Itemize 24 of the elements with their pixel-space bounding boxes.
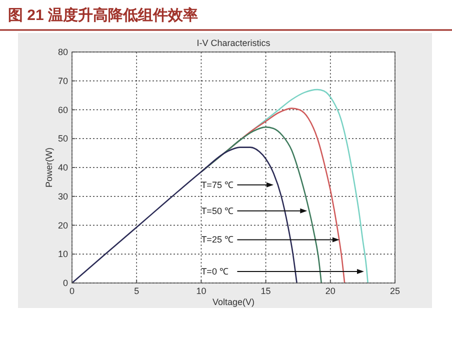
- x-tick-label: 25: [390, 286, 400, 296]
- y-tick-label: 50: [58, 134, 68, 144]
- y-tick-label: 30: [58, 191, 68, 202]
- x-tick-label: 10: [196, 286, 206, 296]
- annotation: T=0 ℃: [201, 266, 228, 276]
- y-axis-title: Power(W): [44, 148, 54, 188]
- y-tick-label: 0: [62, 278, 68, 288]
- annotation: T=50 ℃: [201, 206, 234, 216]
- y-tick-label: 10: [58, 249, 68, 260]
- y-tick-label: 60: [58, 104, 68, 115]
- x-tick-label: 5: [134, 286, 140, 296]
- y-tick-label: 40: [58, 162, 68, 172]
- y-tick-label: 70: [58, 76, 68, 86]
- x-axis-title: Voltage(V): [212, 297, 255, 307]
- line-series: [71, 146, 298, 284]
- annotation: T=25 ℃: [201, 234, 234, 245]
- annotation: T=75 ℃: [201, 180, 234, 190]
- chart-subtitle: I-V Characteristics: [196, 38, 271, 48]
- x-tick-label: 0: [69, 286, 75, 296]
- y-tick-label: 80: [58, 47, 68, 57]
- y-tick-label: 20: [58, 220, 68, 230]
- x-tick-label: 20: [325, 286, 336, 296]
- x-tick-label: 15: [260, 286, 271, 296]
- chart-title: 图 21 温度升高降低组件效率: [8, 6, 198, 24]
